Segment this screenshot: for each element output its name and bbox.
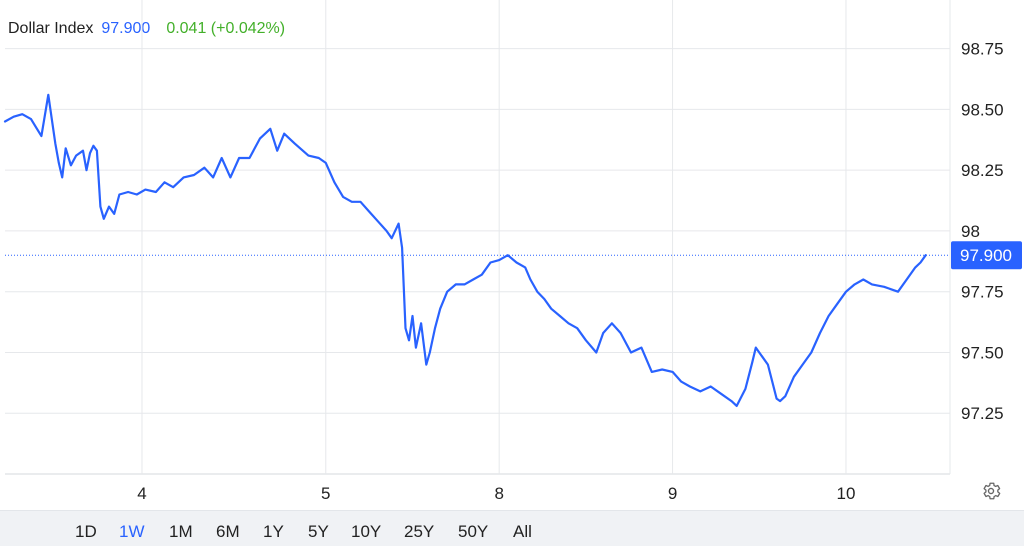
range-selector: 1D 1W 1M 6M 1Y 5Y 10Y 25Y 50Y All: [0, 510, 1024, 546]
x-tick-label: 9: [668, 484, 677, 503]
range-button-10y[interactable]: 10Y: [351, 522, 382, 541]
gear-icon[interactable]: [980, 480, 1002, 502]
symbol-name: Dollar Index: [8, 20, 94, 37]
current-price-tag: 97.900: [951, 241, 1022, 270]
y-axis: 97.25 97.50 97.75 98 98.25 98.50 98.75: [961, 40, 1004, 424]
range-button-all[interactable]: All: [513, 522, 532, 541]
range-button-1y[interactable]: 1Y: [263, 522, 284, 541]
y-tick-label: 97.25: [961, 404, 1004, 423]
range-button-1d[interactable]: 1D: [75, 522, 97, 541]
chart-header: Dollar Index 97.900 0.041 (+0.042%): [8, 20, 285, 38]
series-line: [3, 93, 927, 407]
y-tick-label: 98.50: [961, 100, 1004, 119]
y-tick-label: 98: [961, 222, 980, 241]
y-tick-label: 98.75: [961, 40, 1004, 59]
x-tick-label: 4: [137, 484, 146, 503]
x-tick-label: 5: [321, 484, 330, 503]
current-price: 97.900: [101, 20, 151, 37]
range-button-6m[interactable]: 6M: [216, 522, 240, 541]
price-change: 0.041 (+0.042%): [166, 20, 286, 37]
range-button-1m[interactable]: 1M: [169, 522, 193, 541]
y-tick-label: 97.75: [961, 283, 1004, 302]
range-button-50y[interactable]: 50Y: [458, 522, 489, 541]
grid: [5, 0, 951, 475]
x-tick-label: 8: [494, 484, 503, 503]
range-button-5y[interactable]: 5Y: [308, 522, 329, 541]
price-tag-background: [951, 241, 1022, 270]
range-button-25y[interactable]: 25Y: [404, 522, 435, 541]
x-axis: 4 5 8 9 10: [137, 484, 855, 503]
y-tick-label: 97.50: [961, 343, 1004, 362]
x-tick-label: 10: [837, 484, 856, 503]
y-tick-label: 98.25: [961, 161, 1004, 180]
range-button-1w[interactable]: 1W: [119, 522, 145, 541]
price-tag-label: 97.900: [960, 246, 1012, 265]
